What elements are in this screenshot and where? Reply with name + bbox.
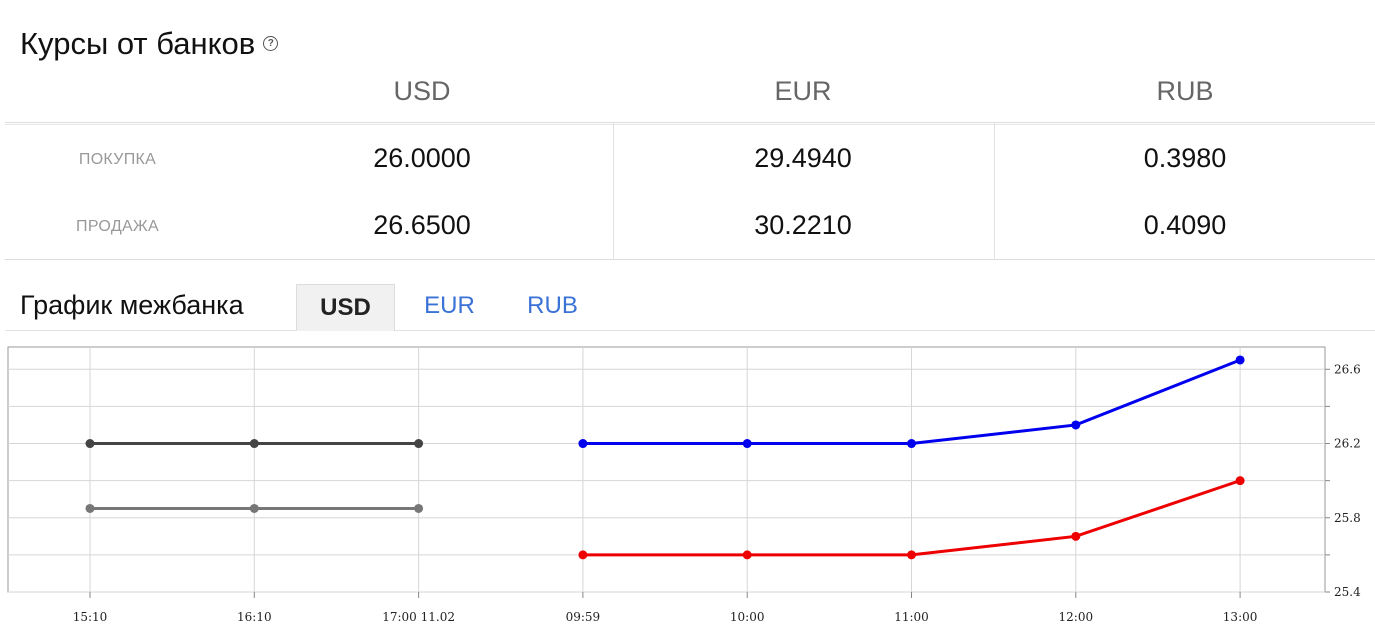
question-circle-icon[interactable]: ? — [263, 36, 279, 52]
tab-usd[interactable]: USD — [296, 284, 395, 331]
chart-series — [85, 355, 1245, 560]
x-tick-label: 12:00 — [1059, 610, 1094, 624]
sell-rub-value: 0.4090 — [1143, 210, 1227, 240]
data-point — [742, 550, 752, 560]
interbank-line-chart: 15:10 16:10 17:00 11.02 09:59 10:00 11:00 12:0… — [7, 346, 1361, 624]
y-tick-label: 26.2 — [1334, 437, 1361, 451]
x-tick-label: 13:00 — [1223, 610, 1258, 624]
data-point — [1235, 355, 1245, 365]
column-header-eur: EUR — [774, 76, 832, 106]
x-tick-label: 16:10 — [237, 610, 272, 624]
x-tick-label: 17:00 11.02 — [382, 610, 455, 624]
interbank-chart-title: График межбанка — [20, 290, 244, 320]
buy-eur-value: 29.4940 — [754, 143, 852, 173]
chart-axis-labels: 15:10 16:10 17:00 11.02 09:59 10:00 11:00 12:0… — [73, 362, 1361, 624]
data-point — [907, 439, 916, 449]
column-header-usd: USD — [393, 76, 451, 106]
column-header-rub: RUB — [1156, 76, 1214, 106]
tab-rub[interactable]: RUB — [527, 292, 578, 319]
data-point — [414, 503, 424, 513]
chart-grid — [7, 346, 1330, 598]
x-tick-label: 09:59 — [566, 610, 601, 624]
column-divider — [613, 123, 614, 259]
data-point — [1235, 476, 1245, 486]
data-point — [249, 503, 259, 513]
row-label-sell: ПРОДАЖА — [76, 218, 159, 235]
plot-area — [7, 346, 1326, 593]
row-label-buy: ПОКУПКА — [78, 151, 157, 168]
sell-usd-value: 26.6500 — [373, 210, 471, 240]
currency-tabs: USD EUR RUB — [0, 284, 1375, 331]
data-point — [907, 550, 916, 560]
page-title-text: Курсы от банков — [20, 26, 256, 61]
data-point — [578, 439, 588, 449]
bank-rates-table: USD EUR RUB ПОКУПКА 26.0000 29.4940 0.39… — [5, 70, 1375, 260]
tab-eur[interactable]: EUR — [424, 292, 475, 319]
x-tick-label: 10:00 — [730, 610, 765, 624]
y-tick-label: 25.4 — [1334, 585, 1361, 599]
data-point — [578, 550, 588, 560]
data-point — [1071, 420, 1081, 430]
y-tick-label: 26.6 — [1334, 362, 1361, 376]
buy-rub-value: 0.3980 — [1143, 143, 1227, 173]
x-tick-label: 15:10 — [73, 610, 108, 624]
rates-body: ПОКУПКА 26.0000 29.4940 0.3980 ПРОДАЖА 2… — [5, 123, 1375, 260]
page-title: Курсы от банков? — [20, 24, 279, 64]
data-point — [1071, 531, 1081, 541]
x-tick-label: 11:00 — [894, 610, 929, 624]
data-point — [249, 439, 259, 449]
y-tick-label: 25.8 — [1334, 511, 1361, 525]
data-point — [85, 439, 95, 449]
rates-header-row: USD EUR RUB — [5, 70, 1375, 125]
data-point — [414, 439, 424, 449]
buy-usd-value: 26.0000 — [373, 143, 471, 173]
sell-eur-value: 30.2210 — [754, 210, 852, 240]
tabs-divider — [5, 330, 1375, 331]
column-divider — [994, 123, 995, 259]
data-point — [85, 503, 95, 513]
data-point — [742, 439, 752, 449]
